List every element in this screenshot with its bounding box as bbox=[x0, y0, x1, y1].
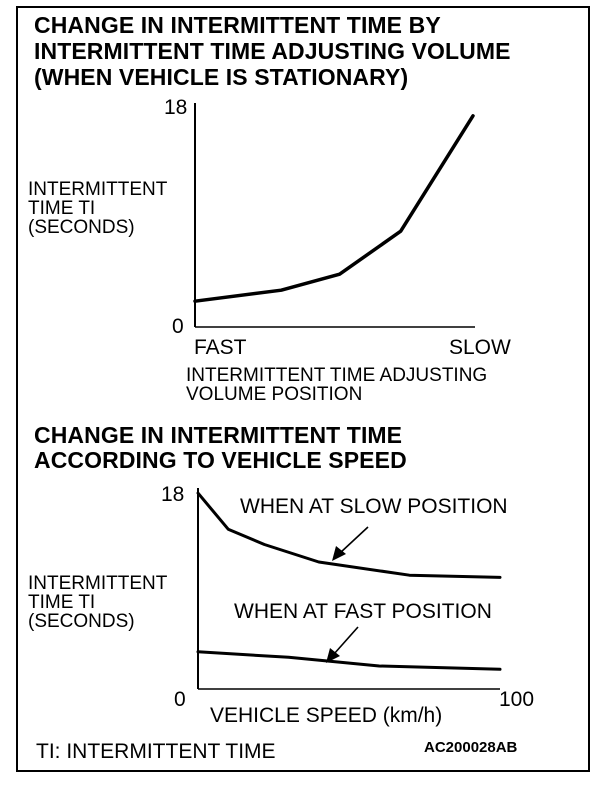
chart2-ytick-max: 18 bbox=[161, 483, 185, 506]
chart1-title-line1: CHANGE IN INTERMITTENT TIME BY bbox=[34, 12, 441, 38]
chart1-ytick-min: 0 bbox=[172, 315, 184, 338]
chart1-xtick-slow: SLOW bbox=[449, 336, 511, 359]
chart1-ylabel-line2: TIME TI bbox=[28, 198, 96, 219]
figure-frame bbox=[16, 6, 590, 772]
chart2-series-fast-line bbox=[196, 650, 502, 671]
chart1-title-line3: (WHEN VEHICLE IS STATIONARY) bbox=[34, 64, 409, 90]
chart2-xlabel: VEHICLE SPEED (km/h) bbox=[210, 704, 443, 727]
chart2-series-slow-line bbox=[196, 491, 502, 579]
chart1-ylabel-line1: INTERMITTENT bbox=[28, 179, 168, 200]
fast-series-leader-line bbox=[333, 626, 359, 655]
chart1-ytick-max: 18 bbox=[164, 96, 188, 119]
chart2-ylabel-line2: TIME TI bbox=[28, 592, 96, 613]
chart1-xlabel-line1: INTERMITTENT TIME ADJUSTING bbox=[186, 365, 488, 386]
chart1-title-line2: INTERMITTENT TIME ADJUSTING VOLUME bbox=[34, 38, 511, 64]
chart1-xlabel-line2: VOLUME POSITION bbox=[186, 384, 363, 405]
slow-series-leader-arrowhead bbox=[332, 546, 346, 561]
figure-code: AC200028AB bbox=[424, 739, 518, 756]
chart2-xtick-min: 0 bbox=[174, 688, 186, 711]
chart1-xtick-fast: FAST bbox=[194, 336, 247, 359]
slow-series-leader-line bbox=[339, 526, 369, 554]
series-label-fast: WHEN AT FAST POSITION bbox=[234, 600, 492, 623]
chart2-ylabel-line3: (SECONDS) bbox=[28, 611, 135, 632]
fast-series-leader-arrowhead bbox=[326, 648, 340, 663]
chart2-xtick-max: 100 bbox=[499, 688, 535, 711]
chart2-title-line1: CHANGE IN INTERMITTENT TIME bbox=[34, 422, 403, 448]
chart1-series-line bbox=[193, 114, 475, 303]
footnote: TI: INTERMITTENT TIME bbox=[36, 740, 276, 763]
chart2-title-line2: ACCORDING TO VEHICLE SPEED bbox=[34, 447, 407, 473]
chart2-ylabel-line1: INTERMITTENT bbox=[28, 573, 168, 594]
chart1-ylabel-line3: (SECONDS) bbox=[28, 217, 135, 238]
series-label-slow: WHEN AT SLOW POSITION bbox=[240, 495, 508, 518]
